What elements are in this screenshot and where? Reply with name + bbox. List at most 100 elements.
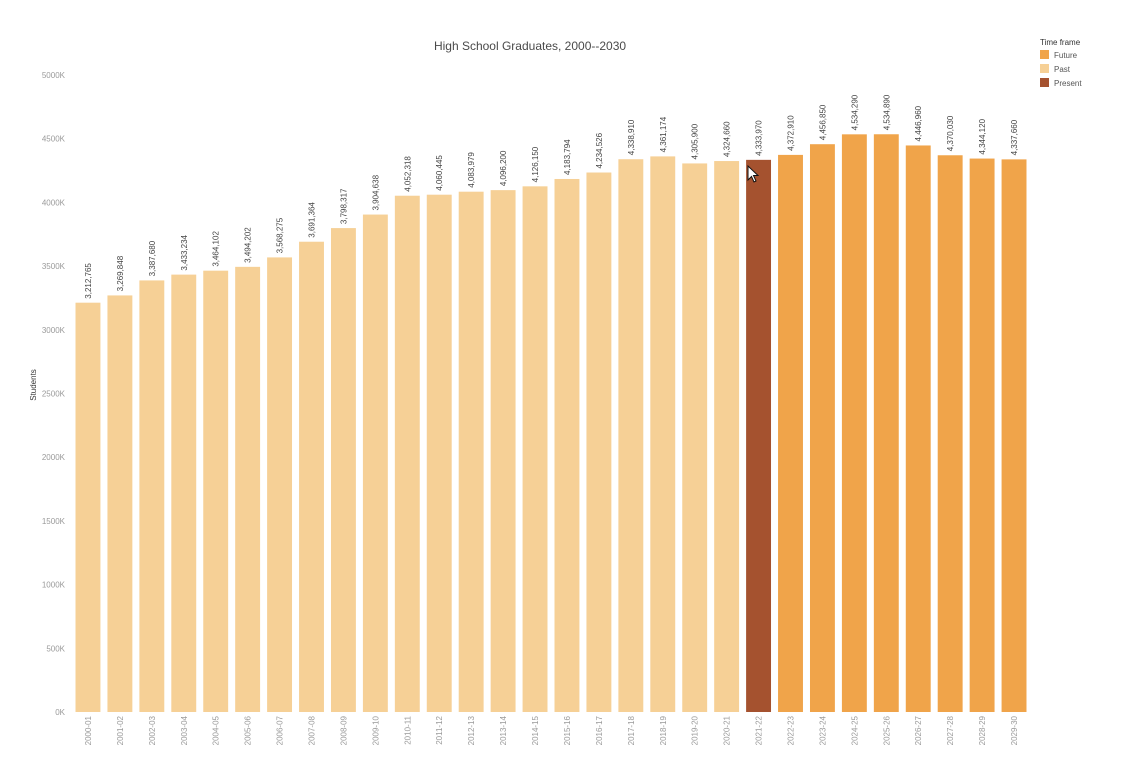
- data-label: 4,370,030: [946, 115, 955, 151]
- bar-2012-13[interactable]: [458, 191, 484, 712]
- legend-swatch-future: [1040, 50, 1049, 59]
- data-label: 4,338,910: [627, 119, 636, 155]
- y-tick-label: 2000K: [42, 453, 66, 462]
- data-label: 4,372,910: [787, 115, 796, 151]
- bar-2027-28[interactable]: [937, 155, 963, 712]
- data-label: 3,387,680: [148, 240, 157, 276]
- x-tick-label: 2004-05: [212, 715, 221, 745]
- chart-title: High School Graduates, 2000--2030: [434, 39, 626, 53]
- bar-2026-27[interactable]: [905, 145, 931, 712]
- x-tick-label: 2019-20: [691, 715, 700, 745]
- data-label: 3,212,765: [84, 263, 93, 299]
- bar-2023-24[interactable]: [809, 144, 835, 712]
- data-label: 4,333,970: [755, 120, 764, 156]
- y-tick-label: 5000K: [42, 71, 66, 80]
- data-label: 3,904,638: [371, 174, 380, 210]
- bar-2007-08[interactable]: [299, 241, 324, 712]
- x-tick-label: 2024-25: [850, 715, 859, 745]
- y-tick-label: 500K: [46, 644, 65, 653]
- x-tick-label: 2025-26: [882, 715, 891, 745]
- x-tick-label: 2005-06: [244, 715, 253, 745]
- bar-2019-20[interactable]: [682, 163, 708, 712]
- x-tick-label: 2018-19: [659, 715, 668, 745]
- bar-2015-16[interactable]: [554, 178, 580, 713]
- bar-2025-26[interactable]: [873, 134, 899, 712]
- x-tick-label: 2006-07: [276, 715, 285, 745]
- y-tick-label: 3500K: [42, 262, 66, 271]
- bar-2029-30[interactable]: [1001, 159, 1027, 712]
- data-label: 4,305,900: [691, 123, 700, 159]
- x-tick-label: 2000-01: [84, 715, 93, 745]
- mouse-cursor-icon: [747, 164, 760, 183]
- x-tick-label: 2009-10: [371, 715, 380, 745]
- data-label: 3,568,275: [276, 217, 285, 253]
- bar-2000-01[interactable]: [75, 302, 101, 712]
- data-label: 3,433,234: [180, 234, 189, 270]
- bar-2003-04[interactable]: [171, 274, 197, 712]
- data-label: 4,446,960: [914, 105, 923, 141]
- bar-2017-18[interactable]: [618, 159, 644, 713]
- bar-2021-22[interactable]: [746, 159, 772, 713]
- x-tick-label: 2017-18: [627, 715, 636, 745]
- legend-label-present[interactable]: Present: [1054, 79, 1082, 88]
- data-label: 4,060,445: [435, 155, 444, 191]
- data-label: 4,126,150: [531, 146, 540, 182]
- y-tick-label: 1500K: [42, 517, 66, 526]
- x-tick-label: 2027-28: [946, 715, 955, 745]
- bar-2006-07[interactable]: [267, 257, 293, 712]
- x-tick-label: 2020-21: [723, 715, 732, 745]
- x-tick-label: 2013-14: [499, 715, 508, 745]
- x-tick-label: 2008-09: [339, 715, 348, 745]
- bar-2028-29[interactable]: [969, 158, 995, 712]
- legend-swatch-past: [1040, 64, 1049, 73]
- data-label: 3,798,317: [339, 188, 348, 224]
- legend-label-future[interactable]: Future: [1054, 51, 1078, 60]
- x-tick-label: 2022-23: [787, 715, 796, 745]
- bar-2009-10[interactable]: [362, 214, 388, 713]
- bar-2013-14[interactable]: [490, 190, 516, 712]
- y-tick-label: 4000K: [42, 198, 66, 207]
- data-label: 4,183,794: [563, 139, 572, 175]
- data-label: 4,534,290: [850, 94, 859, 130]
- data-label: 4,456,850: [818, 104, 827, 140]
- bar-2001-02[interactable]: [107, 295, 133, 712]
- bar-2002-03[interactable]: [139, 280, 165, 712]
- y-tick-label: 3000K: [42, 326, 66, 335]
- bars-group: [75, 134, 1027, 713]
- data-label: 4,083,979: [467, 152, 476, 188]
- y-tick-label: 2500K: [42, 390, 66, 399]
- bar-2004-05[interactable]: [203, 270, 229, 712]
- x-tick-label: 2002-03: [148, 715, 157, 745]
- bar-2024-25[interactable]: [841, 134, 867, 712]
- data-label: 3,494,202: [244, 227, 253, 263]
- legend[interactable]: Time frame Future Past Present: [1040, 38, 1082, 88]
- bar-2016-17[interactable]: [586, 172, 612, 712]
- data-label: 4,324,660: [723, 121, 732, 157]
- x-tick-label: 2001-02: [116, 715, 125, 745]
- legend-label-past[interactable]: Past: [1054, 65, 1071, 74]
- data-label: 4,096,200: [499, 150, 508, 186]
- x-axis: 2000-01 2001-02 2002-03 2003-04 2004-05 2005-…: [84, 715, 1019, 745]
- bar-2018-19[interactable]: [650, 156, 676, 712]
- bar-2014-15[interactable]: [522, 186, 548, 712]
- data-label: 4,361,174: [659, 116, 668, 152]
- x-tick-label: 2011-12: [435, 715, 444, 744]
- x-tick-label: 2023-24: [818, 715, 827, 745]
- x-tick-label: 2021-22: [755, 715, 764, 745]
- x-tick-label: 2015-16: [563, 715, 572, 745]
- data-label: 4,534,890: [882, 94, 891, 130]
- bar-2005-06[interactable]: [235, 266, 261, 712]
- x-tick-label: 2007-08: [308, 715, 317, 745]
- bar-2010-11[interactable]: [394, 195, 420, 713]
- legend-title: Time frame: [1040, 38, 1081, 47]
- x-tick-label: 2003-04: [180, 715, 189, 745]
- bar-2022-23[interactable]: [778, 154, 803, 712]
- y-axis: 0K 500K 1000K 1500K 2000K 2500K 3000K 3500K 4000…: [42, 71, 66, 717]
- bar-2011-12[interactable]: [426, 194, 452, 712]
- data-label: 4,052,318: [403, 156, 412, 192]
- x-tick-label: 2026-27: [914, 715, 923, 745]
- bar-2008-09[interactable]: [330, 228, 356, 712]
- bar-2020-21[interactable]: [714, 161, 740, 713]
- data-label: 3,691,364: [308, 202, 317, 238]
